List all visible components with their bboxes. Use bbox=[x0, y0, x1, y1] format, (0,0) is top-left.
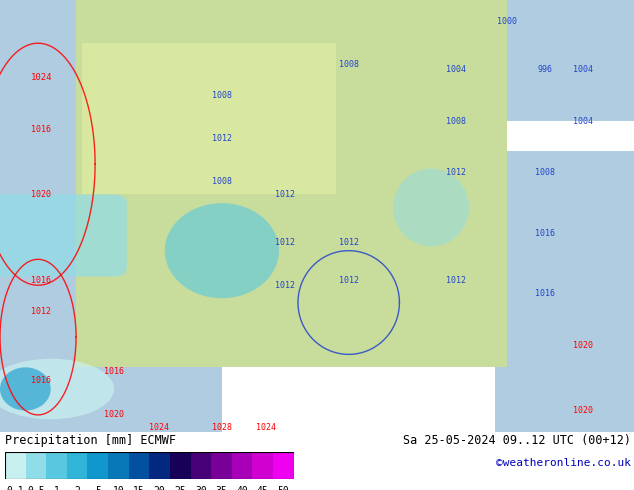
Text: 1012: 1012 bbox=[339, 276, 359, 285]
Text: 1020: 1020 bbox=[104, 411, 124, 419]
Text: 1016: 1016 bbox=[31, 276, 51, 285]
Ellipse shape bbox=[0, 368, 51, 411]
Text: 0.1: 0.1 bbox=[6, 486, 24, 490]
Text: 1: 1 bbox=[54, 486, 60, 490]
Text: 30: 30 bbox=[195, 486, 207, 490]
Bar bbox=[0, 354, 222, 432]
Text: 1012: 1012 bbox=[275, 238, 295, 246]
Text: 1024: 1024 bbox=[148, 423, 169, 432]
Text: 1024: 1024 bbox=[256, 423, 276, 432]
Text: 1016: 1016 bbox=[31, 125, 51, 134]
Bar bbox=[129, 452, 150, 479]
Text: 1020: 1020 bbox=[573, 341, 593, 350]
Bar bbox=[273, 452, 294, 479]
Text: 1004: 1004 bbox=[446, 65, 467, 74]
Bar bbox=[211, 452, 232, 479]
Bar bbox=[67, 452, 87, 479]
Bar bbox=[412, 0, 634, 121]
Bar bbox=[87, 452, 108, 479]
Ellipse shape bbox=[0, 359, 114, 419]
Text: 1012: 1012 bbox=[275, 281, 295, 290]
Text: 2: 2 bbox=[74, 486, 80, 490]
Text: 50: 50 bbox=[277, 486, 289, 490]
Bar bbox=[0, 0, 82, 432]
Text: Sa 25-05-2024 09..12 UTC (00+12): Sa 25-05-2024 09..12 UTC (00+12) bbox=[403, 434, 631, 447]
Bar bbox=[252, 452, 273, 479]
Bar bbox=[5, 452, 25, 479]
Text: 35: 35 bbox=[216, 486, 228, 490]
Text: 1008: 1008 bbox=[535, 169, 555, 177]
Bar bbox=[46, 452, 67, 479]
Text: 1016: 1016 bbox=[104, 367, 124, 376]
Text: 15: 15 bbox=[133, 486, 145, 490]
Text: 996: 996 bbox=[538, 65, 553, 74]
Text: Precipitation [mm] ECMWF: Precipitation [mm] ECMWF bbox=[5, 434, 176, 447]
Text: 1012: 1012 bbox=[31, 307, 51, 316]
Text: 1016: 1016 bbox=[535, 229, 555, 238]
Text: 1020: 1020 bbox=[31, 190, 51, 199]
Text: 0.5: 0.5 bbox=[27, 486, 45, 490]
Bar bbox=[82, 43, 336, 195]
Text: 1016: 1016 bbox=[535, 290, 555, 298]
Bar bbox=[76, 0, 507, 368]
FancyBboxPatch shape bbox=[0, 195, 127, 276]
Bar bbox=[190, 452, 211, 479]
Text: 1024: 1024 bbox=[30, 74, 52, 82]
Text: 1004: 1004 bbox=[573, 117, 593, 125]
Bar bbox=[495, 151, 634, 432]
Text: 1008: 1008 bbox=[446, 117, 467, 125]
Ellipse shape bbox=[165, 203, 279, 298]
Text: 1008: 1008 bbox=[339, 60, 359, 69]
Text: 1008: 1008 bbox=[212, 177, 232, 186]
Text: 1012: 1012 bbox=[212, 134, 232, 143]
Text: 1012: 1012 bbox=[339, 238, 359, 246]
Text: ©weatheronline.co.uk: ©weatheronline.co.uk bbox=[496, 458, 631, 468]
Text: 1016: 1016 bbox=[31, 376, 51, 385]
Text: 40: 40 bbox=[236, 486, 248, 490]
Text: 20: 20 bbox=[153, 486, 165, 490]
Text: 1020: 1020 bbox=[573, 406, 593, 415]
Text: 45: 45 bbox=[257, 486, 269, 490]
Text: 25: 25 bbox=[174, 486, 186, 490]
Bar bbox=[25, 452, 46, 479]
Text: 1012: 1012 bbox=[446, 169, 467, 177]
Text: 1004: 1004 bbox=[573, 65, 593, 74]
Text: 10: 10 bbox=[112, 486, 124, 490]
Bar bbox=[108, 452, 129, 479]
Text: 1012: 1012 bbox=[275, 190, 295, 199]
Bar bbox=[232, 452, 252, 479]
Ellipse shape bbox=[393, 169, 469, 246]
Text: 1008: 1008 bbox=[212, 91, 232, 99]
Text: 1000: 1000 bbox=[497, 17, 517, 26]
Text: 5: 5 bbox=[95, 486, 101, 490]
Text: 1028: 1028 bbox=[212, 423, 232, 432]
Text: 1012: 1012 bbox=[446, 276, 467, 285]
Bar bbox=[150, 452, 170, 479]
Bar bbox=[170, 452, 190, 479]
